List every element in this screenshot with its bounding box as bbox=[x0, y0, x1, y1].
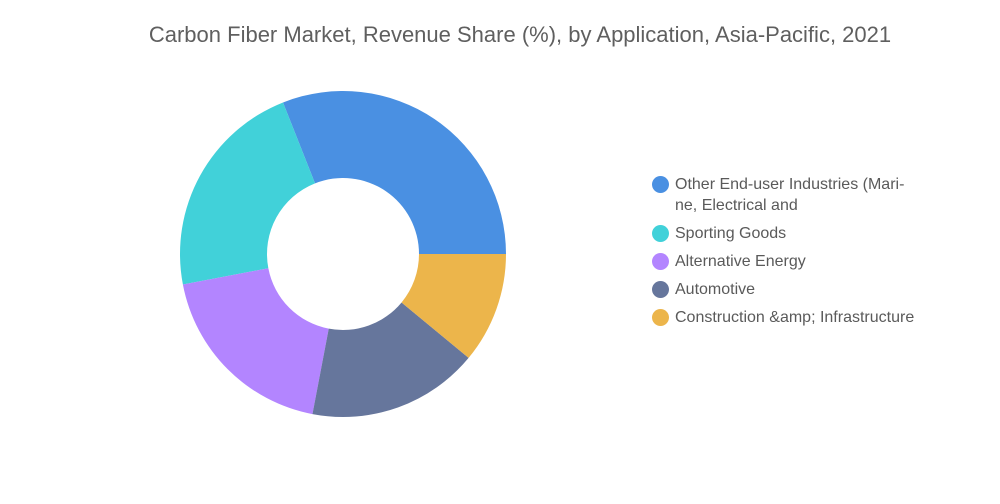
donut-slice-automotive bbox=[312, 302, 469, 417]
legend-swatch-alternative-energy bbox=[652, 253, 669, 270]
legend-swatch-other-end-user bbox=[652, 176, 669, 193]
legend-swatch-construction bbox=[652, 309, 669, 326]
legend-item-other-end-user: Other End-user Industries (Mari- ne, Ele… bbox=[652, 174, 952, 216]
legend-label-automotive: Automotive bbox=[675, 281, 756, 298]
chart-legend: Other End-user Industries (Mari- ne, Ele… bbox=[652, 174, 952, 335]
donut-slice-other-end-user bbox=[282, 91, 506, 254]
chart-title: Carbon Fiber Market, Revenue Share (%), … bbox=[148, 22, 892, 47]
legend-item-sporting-goods: Sporting Goods bbox=[652, 223, 952, 244]
legend-label-other-end-user: Other End-user Industries (Mari- ne, Ele… bbox=[675, 176, 905, 214]
legend-item-automotive: Automotive bbox=[652, 279, 952, 300]
legend-swatch-sporting-goods bbox=[652, 225, 669, 242]
legend-swatch-automotive bbox=[652, 281, 669, 298]
legend-item-alternative-energy: Alternative Energy bbox=[652, 251, 952, 272]
donut-slice-alternative-energy bbox=[182, 268, 329, 415]
donut-slices bbox=[179, 91, 506, 417]
donut-slice-sporting-goods bbox=[179, 102, 316, 285]
legend-label-sporting-goods: Sporting Goods bbox=[675, 225, 787, 242]
donut-slice-construction bbox=[401, 254, 506, 358]
legend-label-alternative-energy: Alternative Energy bbox=[675, 253, 806, 270]
legend-label-construction: Construction &amp; Infrastructure bbox=[675, 309, 915, 326]
legend-item-construction: Construction &amp; Infrastructure bbox=[652, 307, 952, 328]
